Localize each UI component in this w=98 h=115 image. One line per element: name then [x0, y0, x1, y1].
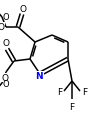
Text: N: N — [35, 72, 43, 81]
Text: F: F — [69, 102, 75, 111]
Text: O: O — [20, 5, 26, 14]
Text: O: O — [0, 23, 5, 32]
Text: O: O — [3, 39, 10, 48]
Text: F: F — [57, 88, 62, 97]
Text: O: O — [3, 80, 10, 89]
Text: O: O — [1, 73, 9, 82]
Text: F: F — [82, 88, 87, 97]
Text: O: O — [3, 13, 10, 22]
